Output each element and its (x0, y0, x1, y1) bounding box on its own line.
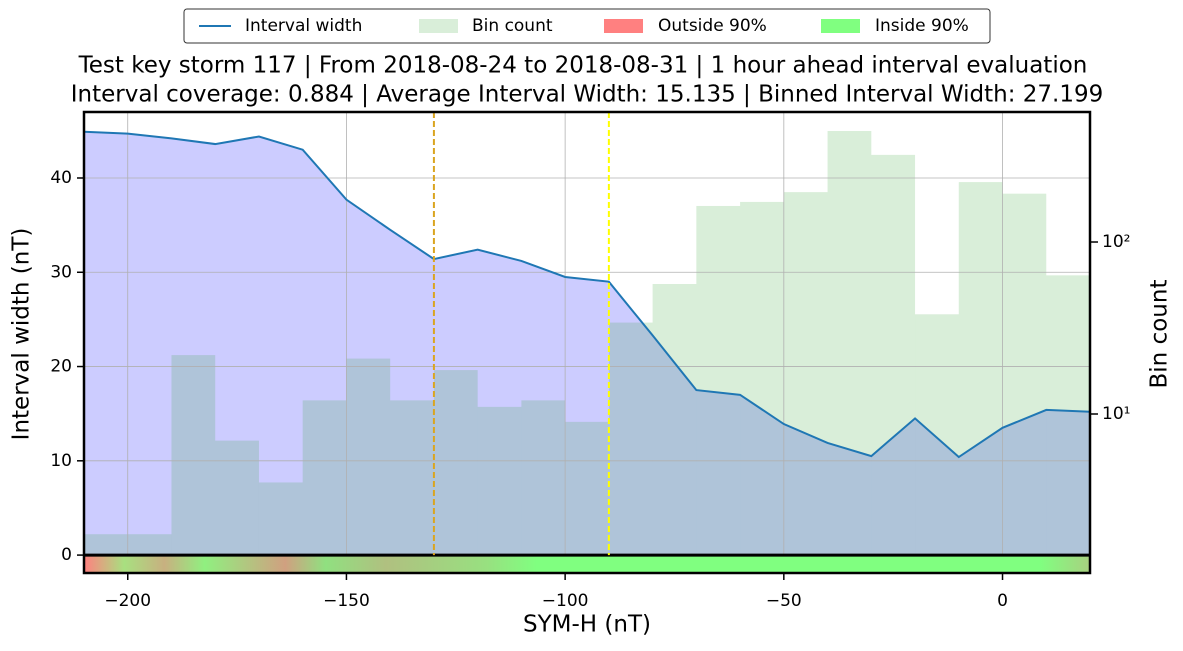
legend-label: Inside 90% (875, 16, 969, 36)
histogram-bar (608, 322, 653, 573)
legend-label: Bin count (472, 16, 553, 36)
histogram-bar (565, 421, 609, 573)
histogram-bar (302, 400, 347, 573)
histogram-bar (433, 370, 478, 573)
legend-box (183, 8, 991, 44)
legend-label: Outside 90% (658, 16, 767, 36)
coverage-strip (84, 555, 1090, 573)
plot-frame (82, 110, 1092, 575)
x-tick-label: −100 (542, 591, 589, 611)
x-tick-label: −50 (766, 591, 802, 611)
x-tick-label: −150 (323, 591, 370, 611)
interval-area (84, 131, 1090, 556)
y2-axis-label: Bin count (1147, 280, 1173, 389)
histogram-bar (783, 192, 828, 573)
histogram-bar (827, 130, 872, 573)
legend-swatch (821, 19, 860, 33)
histogram-bar (521, 400, 566, 573)
legend-swatch (419, 19, 458, 33)
histogram-bar (390, 400, 434, 573)
y2-tick-label: 10² (1102, 232, 1130, 252)
y-tick-label: 40 (50, 168, 72, 188)
y-tick-label: 30 (50, 262, 72, 282)
legend-swatch (604, 19, 643, 33)
x-axis-label: SYM-H (nT) (523, 612, 651, 638)
x-tick-label: 0 (997, 591, 1008, 611)
histogram-bar (477, 406, 522, 573)
y-tick-label: 0 (61, 545, 72, 565)
chart-subtitle: Interval coverage: 0.884 | Average Inter… (71, 82, 1103, 108)
histogram-bar (740, 201, 784, 573)
histogram-bar (346, 358, 391, 573)
interval-line (83, 130, 1091, 459)
y-tick-label: 10 (50, 451, 72, 471)
legend-label: Interval width (245, 16, 362, 36)
histogram-bar (871, 154, 916, 574)
y2-tick-label: 10¹ (1102, 404, 1130, 424)
histogram-bar (652, 283, 697, 573)
histogram-bar (215, 440, 259, 573)
histogram-bar (171, 355, 216, 573)
histogram-bar (958, 182, 1003, 573)
histogram-bar (696, 205, 741, 573)
y-tick-label: 20 (50, 357, 72, 377)
histogram-bar (1046, 275, 1090, 573)
x-tick-label: −200 (104, 591, 151, 611)
chart-title: Test key storm 117 | From 2018-08-24 to … (78, 53, 1088, 79)
histogram-bar (915, 314, 959, 573)
histogram-bar (1002, 193, 1047, 573)
y-axis-label: Interval width (nT) (9, 228, 35, 441)
